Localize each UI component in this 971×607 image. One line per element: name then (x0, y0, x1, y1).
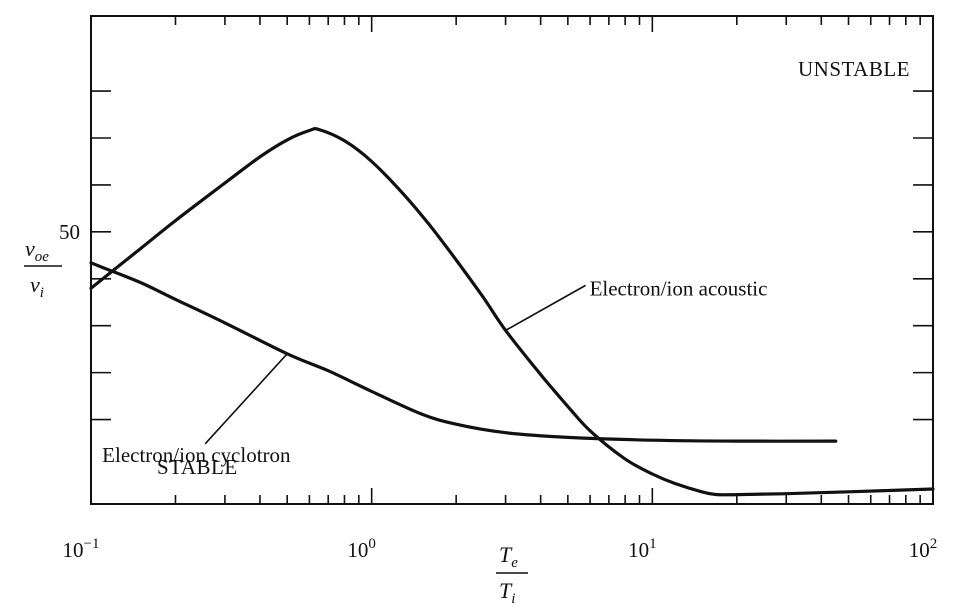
x-tick-label: 101 (628, 536, 657, 562)
y-axis-label: voe vi (24, 236, 62, 301)
series-line-electron-ion-cyclotron (89, 261, 838, 443)
series-lines (89, 127, 935, 497)
x-tick-label: 102 (909, 536, 938, 562)
plot-frame (90, 15, 934, 505)
unstable-region-label: UNSTABLE (798, 57, 910, 81)
y-label-denominator: vi (30, 272, 44, 301)
annotation-leader-line (505, 284, 586, 332)
y-axis-ticks (91, 90, 933, 421)
x-axis-tick-labels: 10−1 100 101 102 (63, 536, 938, 562)
annotation-labels: Electron/ion acoustic Electron/ion cyclot… (102, 276, 767, 466)
stable-region-label: STABLE (157, 455, 238, 479)
y-tick-label-50: 50 (59, 220, 80, 244)
x-tick-label: 10−1 (63, 536, 100, 562)
annotation-label: Electron/ion cyclotron (102, 443, 291, 467)
x-axis-label: Te Ti (496, 542, 528, 607)
annotation-label: Electron/ion acoustic (590, 276, 768, 300)
x-label-denominator: Ti (499, 578, 515, 607)
annotation-leaders (204, 284, 586, 445)
series-line-electron-ion-acoustic (89, 127, 935, 497)
x-label-numerator: Te (499, 542, 518, 571)
annotation-leader-line (204, 353, 288, 445)
x-axis-ticks (90, 16, 934, 504)
x-tick-label: 100 (347, 536, 376, 562)
y-label-numerator: voe (25, 236, 49, 265)
